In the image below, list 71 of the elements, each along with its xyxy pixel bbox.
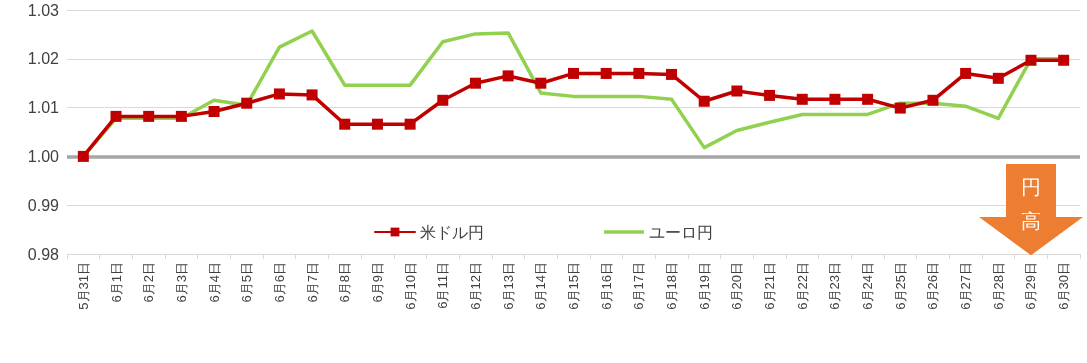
- point: [306, 89, 318, 101]
- point: [175, 110, 187, 122]
- x-tick-label: 6月27日: [958, 262, 974, 310]
- annotation: 円高: [1020, 173, 1041, 235]
- x-tick-label: 6月7日: [304, 262, 320, 303]
- x-tick-label: 6月18日: [664, 262, 680, 310]
- point: [273, 88, 285, 100]
- x-tick-label: 6月16日: [598, 262, 614, 310]
- point: [143, 110, 155, 122]
- point: [404, 118, 416, 130]
- x-tick-label: 6月26日: [925, 262, 941, 310]
- x-tick-label: 6月19日: [696, 262, 712, 310]
- point: [241, 97, 253, 109]
- point: [339, 118, 351, 130]
- point: [371, 118, 383, 130]
- point: [960, 67, 972, 79]
- point: [894, 102, 906, 114]
- point: [1025, 54, 1037, 66]
- x-tick-label: 6月29日: [1023, 262, 1039, 310]
- point: [764, 89, 776, 101]
- x-tick-label: 6月13日: [500, 262, 516, 310]
- legend-label: ユーロ円: [649, 223, 713, 241]
- x-tick-label: 6月2日: [141, 262, 157, 303]
- point: [77, 150, 89, 162]
- x-tick-label: 6月20日: [729, 262, 745, 310]
- x-tick-label: 6月9日: [369, 262, 385, 303]
- y-tick-label: 0.99: [27, 196, 60, 214]
- x-tick-label: 6月23日: [827, 262, 843, 310]
- point: [1058, 54, 1070, 66]
- y-tick-label: 0.98: [27, 245, 60, 263]
- x-tick-label: 6月12日: [467, 262, 483, 310]
- point: [862, 93, 874, 105]
- x-tick-label: 6月8日: [337, 262, 353, 303]
- x-tick-label: 6月21日: [762, 262, 778, 310]
- point: [992, 72, 1004, 84]
- point: [829, 93, 841, 105]
- point: [535, 77, 547, 89]
- x-tick-label: 6月6日: [271, 262, 287, 303]
- x-tick-label: 6月25日: [892, 262, 908, 310]
- point: [666, 68, 678, 80]
- point: [502, 70, 514, 82]
- x-tick-label: 6月15日: [566, 262, 581, 310]
- x-tick-label: 6月3日: [173, 262, 189, 303]
- x-tick-label: 6月22日: [794, 262, 810, 310]
- x-tick-label: 6月4日: [206, 262, 222, 303]
- point: [208, 106, 220, 117]
- x-tick-label: 6月24日: [860, 262, 876, 310]
- x-tick-label: 6月14日: [533, 262, 549, 310]
- x-tick-label: 6月28日: [990, 262, 1006, 310]
- point: [927, 94, 939, 106]
- point: [437, 94, 449, 106]
- point: [698, 95, 710, 107]
- point: [600, 67, 612, 79]
- x-tick-label: 6月10日: [402, 262, 418, 310]
- x-tick-label: 6月17日: [631, 262, 647, 310]
- x-tick-label: 6月30日: [1056, 262, 1072, 310]
- point: [469, 77, 481, 89]
- point: [568, 67, 579, 79]
- y-tick-label: 1.01: [27, 99, 60, 117]
- x-tick-label: 5月31日: [75, 262, 91, 310]
- legend-label: 米ドル円: [420, 223, 484, 241]
- point: [796, 93, 808, 105]
- point: [110, 110, 122, 122]
- x-tick-label: 6月5日: [239, 262, 255, 303]
- point: [731, 85, 743, 97]
- y-tick-label: 1.00: [27, 147, 60, 165]
- x-tick-label: 6月11日: [435, 262, 451, 309]
- y-tick-label: 1.03: [27, 1, 60, 19]
- x-tick-label: 6月1日: [108, 262, 124, 303]
- y-tick-label: 1.02: [27, 50, 60, 68]
- point: [633, 67, 645, 79]
